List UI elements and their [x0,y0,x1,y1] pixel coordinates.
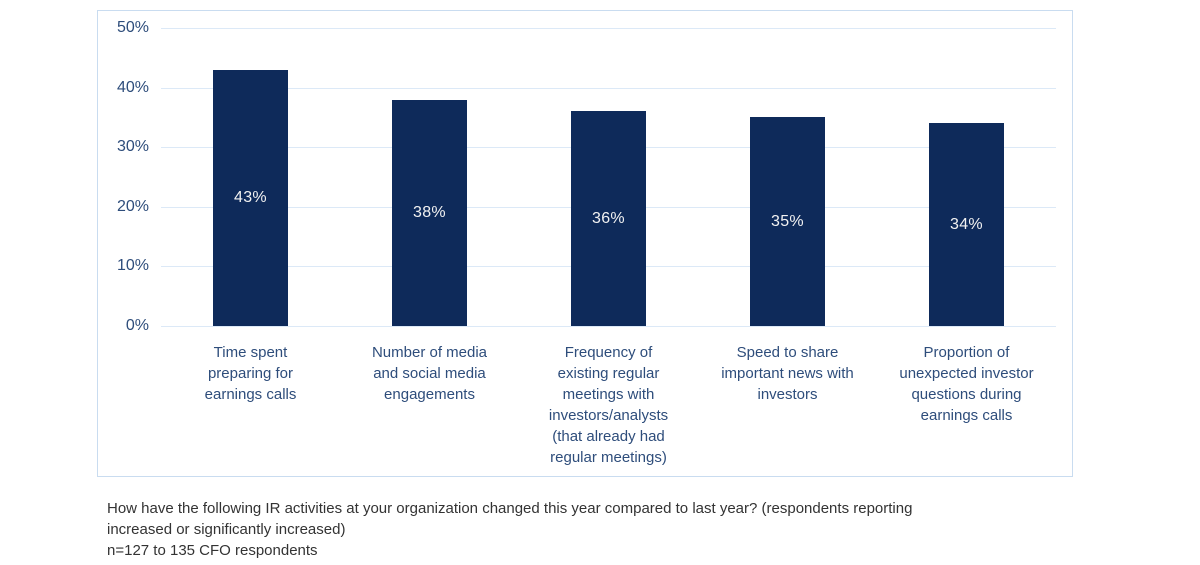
y-tick-label: 20% [116,197,149,215]
y-tick-label: 30% [116,138,149,156]
gridline [161,87,1056,89]
gridline [161,326,1056,327]
y-tick-label: 40% [116,78,149,96]
bar: 43% [213,69,288,326]
bar: 34% [929,123,1004,326]
caption-line: increased or significantly increased) [107,521,346,538]
bar-value-label: 38% [413,203,446,221]
bar-value-label: 34% [950,215,983,233]
chart-caption: How have the following IR activities at … [107,498,1067,561]
bar-chart-panel: 0% 10% 20% 30% 40% 50% 43% 38% 36% 35% 34% Time s… [97,10,1073,477]
bar: 35% [750,117,825,326]
category-label: Frequency of existing regular meetings w… [548,344,669,466]
y-tick-label: 10% [116,257,149,275]
category-label: Number of media and social media engagem… [371,344,488,403]
bar-value-label: 35% [771,212,804,230]
bar-value-label: 43% [234,188,267,206]
caption-line: n=127 to 135 CFO respondents [107,542,318,559]
bar: 36% [571,111,646,326]
y-tick-label: 50% [116,19,149,36]
category-label: Proportion of unexpected investor questi… [899,344,1034,424]
category-label: Speed to share important news with inves… [721,344,854,403]
caption-line: How have the following IR activities at … [107,500,913,517]
bar: 38% [392,99,467,326]
y-tick-label: 0% [125,317,149,334]
gridline [161,28,1056,29]
bar-value-label: 36% [592,209,625,227]
category-label: Time spent preparing for earnings calls [204,344,297,403]
